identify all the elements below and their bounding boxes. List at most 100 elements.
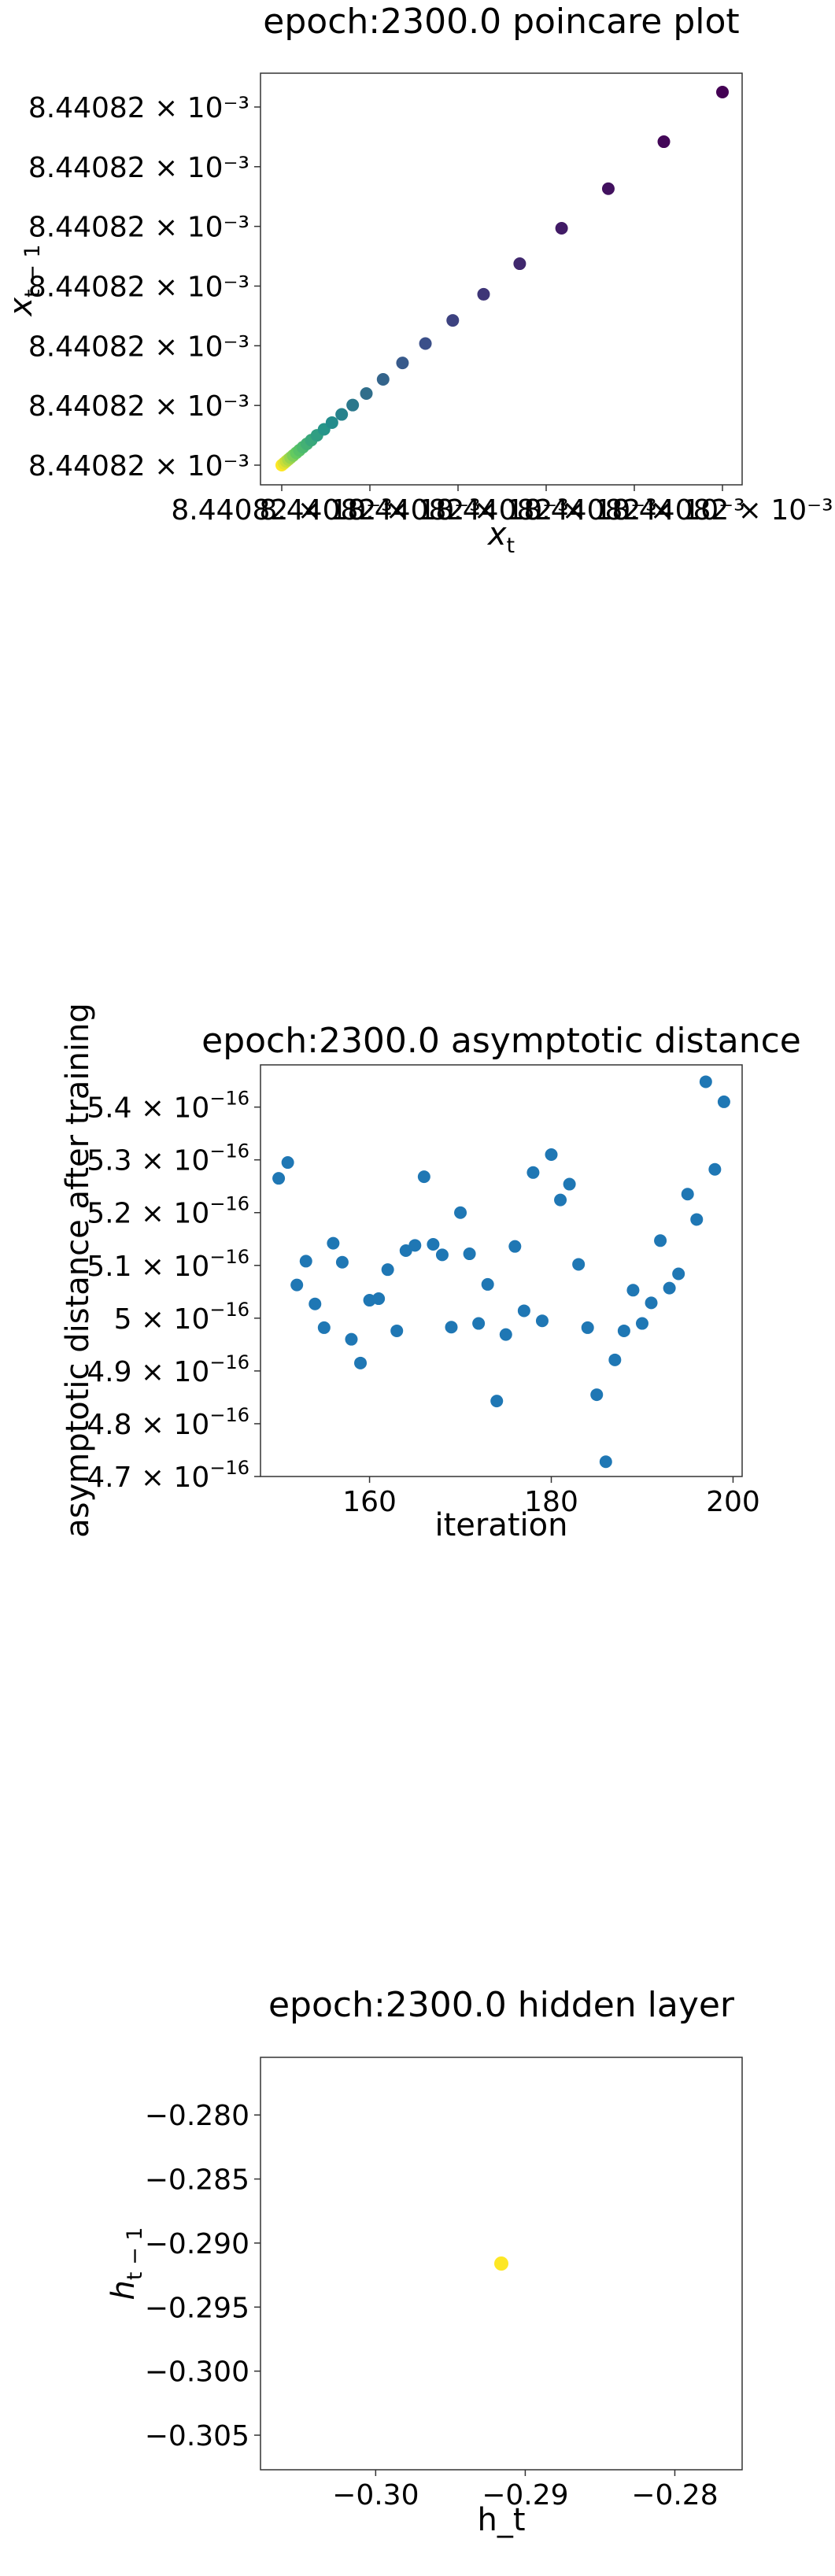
data-point — [563, 1177, 576, 1191]
plot-frame — [260, 2057, 743, 2471]
data-point — [317, 1321, 331, 1334]
data-point — [354, 1356, 368, 1369]
data-point — [376, 372, 390, 386]
data-point — [581, 1321, 594, 1334]
scatter-points — [272, 1075, 730, 1469]
tick-label: −0.305 — [145, 2420, 249, 2452]
data-point — [472, 1317, 486, 1330]
tick-label: −0.280 — [145, 2100, 249, 2132]
x-axis-ticks: 160 180 200 — [342, 1476, 760, 1518]
tick-label: 200 — [706, 1486, 760, 1518]
tick-label: −0.30 — [332, 2479, 419, 2511]
tick-label: 5.2 × 10−16 — [87, 1193, 249, 1230]
tick-label: 8.44082 × 10⁻³ — [28, 390, 249, 423]
data-point — [408, 1239, 422, 1252]
data-point — [599, 1455, 612, 1469]
data-point — [345, 1332, 358, 1346]
tick-label: −0.300 — [145, 2356, 249, 2389]
data-point — [327, 1236, 340, 1250]
data-point — [635, 1317, 648, 1330]
data-point — [399, 1244, 412, 1258]
data-point — [608, 1353, 622, 1366]
x-axis-label: xt — [486, 516, 515, 558]
tick-label: 5.1 × 10−16 — [87, 1246, 249, 1283]
y-axis-ticks: 8.44082 × 10⁻³ 8.44082 × 10⁻³ 8.44082 × 10… — [28, 92, 260, 482]
scatter-points — [494, 2256, 508, 2271]
data-point — [590, 1388, 604, 1402]
data-point — [281, 1156, 294, 1170]
data-point — [335, 1255, 349, 1269]
data-point — [490, 1395, 504, 1408]
plot-frame — [260, 72, 743, 486]
data-point — [555, 222, 568, 235]
data-point — [545, 1148, 558, 1161]
data-point — [681, 1188, 694, 1201]
data-point — [299, 1255, 312, 1268]
data-point — [513, 257, 526, 271]
chart-title: epoch:2300.0 hidden layer — [268, 1985, 735, 2025]
data-point — [417, 1170, 430, 1184]
data-point — [494, 2256, 508, 2271]
data-point — [672, 1267, 685, 1281]
plot-frame — [260, 1064, 743, 1477]
tick-label: −0.29 — [482, 2479, 568, 2511]
tick-label: 5.4 × 10−16 — [87, 1088, 249, 1125]
data-point — [454, 1206, 467, 1219]
tick-label: 8.44082 × 10⁻³ — [611, 494, 833, 527]
tick-label: 8.44082 × 10⁻³ — [28, 212, 249, 244]
tick-label: 8.44082 × 10⁻³ — [28, 271, 249, 303]
data-point — [309, 1297, 322, 1310]
tick-label: 8.44082 × 10⁻³ — [171, 494, 392, 527]
data-point — [463, 1247, 476, 1261]
data-point — [419, 337, 432, 350]
data-point — [626, 1284, 640, 1297]
data-point — [526, 1166, 540, 1179]
tick-label: 5 × 10−16 — [114, 1299, 249, 1336]
data-point — [290, 1278, 304, 1292]
data-point — [717, 1095, 730, 1108]
tick-label: 8.44082 × 10⁻³ — [28, 450, 249, 482]
data-point — [396, 357, 409, 370]
tick-label: 8.44082 × 10⁻³ — [28, 152, 249, 184]
x-axis-ticks: −0.30 −0.29 −0.28 — [332, 2470, 719, 2511]
tick-label: 8.44082 × 10⁻³ — [523, 494, 744, 527]
chart-title: epoch:2300.0 poincare plot — [263, 2, 739, 42]
data-point — [272, 1172, 286, 1185]
y-axis-ticks: −0.280 −0.285 −0.290 −0.295 −0.300 −0.305 — [145, 2100, 260, 2452]
tick-label: 8.44082 × 10⁻³ — [435, 494, 656, 527]
data-point — [499, 1328, 512, 1341]
data-point — [335, 408, 349, 421]
hidden-layer-chart: epoch:2300.0 hidden layer −0.280−0.285−0… — [105, 1985, 743, 2538]
tick-label: −0.285 — [145, 2164, 249, 2197]
scatter-points — [275, 86, 729, 471]
data-point — [481, 1277, 494, 1291]
data-point — [446, 314, 460, 327]
data-point — [572, 1258, 586, 1271]
data-point — [427, 1237, 440, 1251]
data-point — [325, 416, 338, 429]
data-point — [477, 287, 490, 301]
y-axis-label: xt − 1 — [3, 244, 45, 317]
y-axis-ticks: 4.7 × 10−16 4.8 × 10−16 4.9 × 10−16 5 × 10−… — [87, 1088, 260, 1494]
tick-label: −0.295 — [145, 2292, 249, 2324]
data-point — [708, 1162, 722, 1176]
data-point — [645, 1296, 658, 1310]
tick-label: −0.28 — [631, 2479, 718, 2511]
tick-label: 4.9 × 10−16 — [87, 1351, 249, 1388]
x-axis-label: iteration — [435, 1507, 568, 1543]
poincare-chart: epoch:2300.0 poincare plot 8.44082 × 10⁻… — [3, 2, 833, 558]
data-point — [690, 1213, 704, 1226]
tick-label: 160 — [342, 1486, 397, 1518]
tick-label: 4.7 × 10−16 — [87, 1457, 249, 1494]
data-point — [508, 1240, 522, 1253]
tick-label: 5.3 × 10−16 — [87, 1140, 249, 1177]
data-point — [535, 1314, 549, 1328]
data-point — [390, 1324, 404, 1337]
asymptotic-distance-chart: epoch:2300.0 asymptotic distance 4.7 × 1… — [60, 1003, 801, 1543]
tick-label: 8.44082 × 10⁻³ — [28, 92, 249, 124]
data-point — [360, 386, 373, 400]
tick-label: −0.290 — [145, 2228, 249, 2260]
tick-label: 180 — [524, 1486, 578, 1518]
data-point — [657, 135, 671, 149]
